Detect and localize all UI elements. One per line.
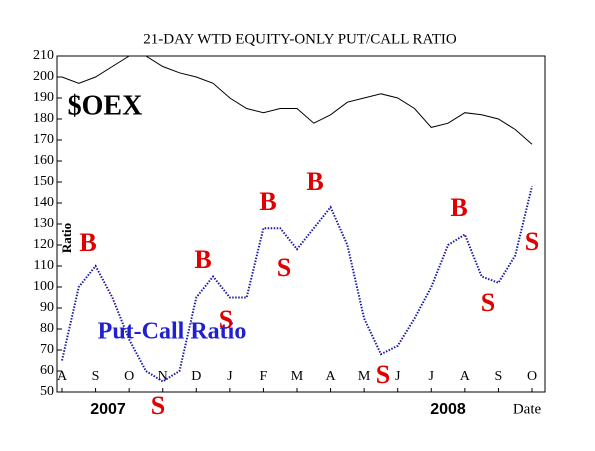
- year-label: 2008: [430, 401, 466, 418]
- x-axis-label: Date: [513, 401, 542, 417]
- annotation: S: [219, 305, 233, 334]
- y-tick-label: 150: [33, 174, 54, 189]
- y-tick-label: 200: [33, 69, 54, 84]
- annotation: B: [194, 245, 211, 274]
- x-tick-label: A: [326, 369, 337, 384]
- x-tick-label: J: [395, 369, 401, 384]
- annotation: S: [277, 253, 291, 282]
- series-line: [61, 185, 533, 383]
- y-axis-label: Ratio: [59, 223, 74, 253]
- x-tick-label: J: [429, 369, 435, 384]
- x-tick-label: F: [260, 369, 268, 384]
- x-tick-label: M: [291, 369, 304, 384]
- x-tick-label: D: [191, 369, 201, 384]
- y-tick-label: 190: [33, 90, 54, 105]
- y-tick-label: 60: [40, 363, 54, 378]
- y-tick-label: 110: [34, 258, 54, 273]
- y-tick-label: 100: [33, 279, 54, 294]
- annotation: B: [450, 193, 467, 222]
- series-line: [61, 55, 533, 145]
- x-tick-label: O: [527, 369, 537, 384]
- y-tick-label: 180: [33, 111, 54, 126]
- annotation: B: [306, 167, 323, 196]
- x-tick-label: N: [158, 369, 168, 384]
- y-tick-label: 130: [33, 216, 54, 231]
- y-tick-label: 210: [33, 48, 54, 63]
- annotation: S: [376, 360, 390, 389]
- x-tick-label: A: [460, 369, 471, 384]
- x-tick-label: A: [57, 369, 68, 384]
- y-tick-label: 80: [40, 321, 54, 336]
- x-tick-label: J: [227, 369, 233, 384]
- x-tick-label: M: [358, 369, 371, 384]
- annotation: B: [259, 187, 276, 216]
- y-tick-label: 160: [33, 153, 54, 168]
- chart-title: 21-DAY WTD EQUITY-ONLY PUT/CALL RATIO: [143, 31, 457, 47]
- y-tick-label: 140: [33, 195, 54, 210]
- y-tick-label: 170: [33, 132, 54, 147]
- annotation: S: [151, 391, 165, 420]
- y-tick-label: 90: [40, 300, 54, 315]
- series-label: $OEX: [68, 90, 143, 121]
- x-tick-label: S: [92, 369, 100, 384]
- y-tick-label: 120: [33, 237, 54, 252]
- annotation: S: [525, 227, 539, 256]
- x-tick-label: S: [495, 369, 503, 384]
- annotation: S: [481, 288, 495, 317]
- y-tick-label: 50: [40, 384, 54, 399]
- year-label: 2007: [90, 401, 126, 418]
- x-tick-label: O: [124, 369, 134, 384]
- annotation: B: [79, 228, 96, 257]
- y-tick-label: 70: [40, 342, 54, 357]
